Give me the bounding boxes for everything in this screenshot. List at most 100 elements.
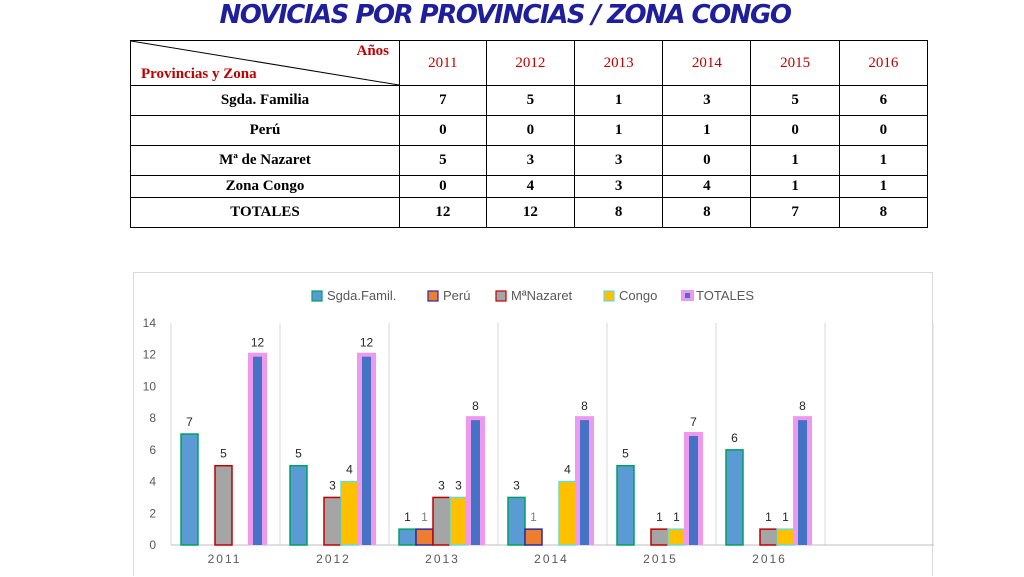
table-cell: 7 [750, 197, 840, 228]
legend-label: Perú [443, 288, 470, 303]
table-cell: 0 [399, 115, 487, 146]
table-cell: 0 [662, 145, 752, 176]
data-label: 12 [360, 336, 374, 350]
bar-nazaret [214, 464, 233, 546]
bar-totales [689, 436, 698, 545]
table-cell: 5 [399, 145, 487, 176]
table-cell: 4 [485, 175, 575, 198]
table-cell: 12 [399, 197, 487, 228]
year-header: 2015 [750, 40, 840, 86]
bar-totales [253, 356, 262, 545]
bar-totales [471, 420, 480, 545]
data-label: 7 [690, 415, 697, 429]
table-cell: 6 [838, 85, 929, 116]
data-label: 1 [404, 510, 411, 524]
year-header: 2014 [662, 40, 752, 86]
bar-totales [798, 420, 807, 545]
corner-diagonal [131, 41, 399, 85]
table-cell: 1 [750, 145, 840, 176]
table-cell: 0 [399, 175, 487, 198]
data-label: 1 [530, 510, 537, 524]
data-label: 5 [220, 447, 227, 461]
table-header-row: Años Provincias y Zona 2011 2012 2013 20… [130, 40, 929, 86]
page-title: NOVICIAS POR PROVINCIAS / ZONA CONGO [219, 0, 792, 30]
table-row: Mª de Nazaret 5 3 3 0 1 1 [130, 145, 929, 176]
data-table: Años Provincias y Zona 2011 2012 2013 20… [130, 40, 929, 228]
legend-label: Congo [619, 288, 657, 303]
bar-congo [340, 480, 359, 546]
y-tick-label: 12 [143, 348, 157, 362]
legend-swatch-sgda [311, 290, 323, 302]
legend-swatch-nazaret [495, 290, 507, 302]
data-label: 3 [455, 478, 462, 492]
y-tick-label: 6 [149, 443, 156, 457]
x-tick-label: 2013 [425, 552, 460, 566]
bar-nazaret [323, 496, 342, 546]
y-tick-label: 0 [149, 538, 156, 552]
legend-swatch-congo [603, 290, 615, 302]
year-header: 2016 [838, 40, 929, 86]
row-label: Zona Congo [130, 175, 400, 198]
bar-sgda [725, 449, 744, 546]
bar-congo [667, 528, 686, 546]
table-cell: 8 [838, 197, 929, 228]
bar-sgda [398, 528, 417, 546]
table-cell: 1 [838, 145, 929, 176]
bar-nazaret [650, 528, 669, 546]
bar-sgda [289, 464, 308, 546]
y-tick-label: 10 [143, 379, 157, 393]
bar-congo [558, 480, 577, 546]
data-label: 3 [438, 478, 445, 492]
bar-peru [415, 528, 434, 546]
data-label: 7 [186, 415, 193, 429]
data-label: 4 [346, 463, 353, 477]
bar-totales [362, 356, 371, 545]
row-label: Perú [130, 115, 400, 146]
legend-swatch-peru [427, 290, 439, 302]
table-cell: 8 [662, 197, 752, 228]
chart-container: 0 2 4 6 8 10 12 14 2011 2012 2013 2014 2015 2016 7 5 12 5… [133, 272, 934, 576]
table-cell: 3 [662, 85, 752, 116]
bar-peru [524, 528, 543, 546]
y-tick-label: 14 [143, 316, 157, 330]
table-cell: 4 [662, 175, 752, 198]
year-header: 2012 [485, 40, 575, 86]
data-label: 4 [564, 463, 571, 477]
table-cell: 1 [662, 115, 752, 146]
x-tick-label: 2014 [534, 552, 569, 566]
table-cell: 3 [485, 145, 575, 176]
row-label: TOTALES [130, 197, 400, 228]
bar-congo [449, 496, 468, 546]
bar-totales [580, 420, 589, 545]
row-label: Mª de Nazaret [130, 145, 400, 176]
data-label: 8 [581, 399, 588, 413]
table-cell: 0 [485, 115, 575, 146]
bar-sgda [180, 433, 199, 546]
data-label: 1 [656, 510, 663, 524]
y-tick-label: 8 [149, 411, 156, 425]
x-tick-label: 2011 [208, 552, 242, 566]
table-cell: 3 [573, 145, 664, 176]
year-header: 2011 [399, 40, 487, 86]
legend-label: TOTALES [696, 288, 754, 303]
data-label: 5 [295, 447, 302, 461]
table-cell: 3 [573, 175, 664, 198]
data-label: 12 [251, 336, 265, 350]
corner-label-provinces: Provincias y Zona [141, 66, 257, 82]
bar-nazaret [432, 496, 451, 546]
bar-sgda [616, 464, 635, 546]
data-label: 3 [513, 478, 520, 492]
data-label: 5 [622, 447, 629, 461]
table-row: Sgda. Familia 7 5 1 3 5 6 [130, 85, 929, 116]
row-label: Sgda. Familia [130, 85, 400, 116]
year-header: 2013 [573, 40, 664, 86]
bar-congo [776, 528, 795, 546]
table-cell: 1 [750, 175, 840, 198]
table-cell: 1 [838, 175, 929, 198]
data-label: 6 [731, 431, 738, 445]
table-cell: 0 [750, 115, 840, 146]
table-cell: 5 [750, 85, 840, 116]
table-corner-header: Años Provincias y Zona [130, 40, 400, 86]
data-label: 1 [765, 510, 772, 524]
y-tick-label: 4 [149, 475, 156, 489]
